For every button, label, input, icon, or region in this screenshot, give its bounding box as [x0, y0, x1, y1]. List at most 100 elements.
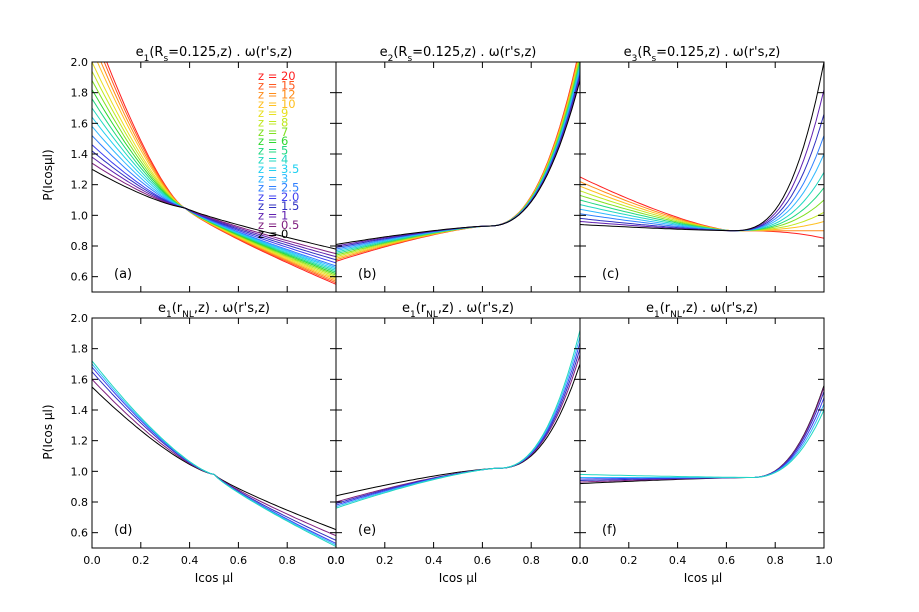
- series-line-a-13: [92, 144, 336, 264]
- y-tick-label-a-0: 0.6: [71, 271, 89, 284]
- series-line-e-0: [336, 363, 580, 497]
- legend-entry-7: z = 6: [258, 134, 288, 148]
- y-tick-label-d-5: 1.6: [71, 373, 89, 386]
- series-line-b-4: [336, 62, 580, 256]
- panel-tag-f: (f): [602, 523, 617, 538]
- panel-title-part: NL: [670, 310, 682, 320]
- panel-title-part: s: [651, 54, 656, 64]
- legend-entry-17: z = 0: [258, 227, 288, 241]
- x-tick-label-f-3: 0.6: [718, 554, 736, 567]
- panel-d: 0.0 0.2 0.4 0.6 0.8 0.0 0.6 0.8 1.0 1.2 1.4 1.6 1.8 2…: [71, 301, 345, 567]
- panel-tag-b: (b): [358, 267, 376, 282]
- panel-series-d: [92, 360, 336, 547]
- panel-title-part: 1: [410, 310, 416, 320]
- panel-frame-c: [579, 61, 825, 293]
- panel-title-part: (r: [172, 301, 183, 316]
- series-line-b-10: [336, 77, 580, 247]
- panel-title-part: e: [158, 301, 166, 316]
- series-line-a-5: [92, 70, 336, 278]
- panel-grid: 0.60.81.01.21.41.61.82.0e1(Rs=0.125,z) .…: [71, 45, 833, 567]
- x-axis-label-2: Icos μl: [439, 571, 478, 585]
- panel-title-part: =0.125,z) . ω(r's,z): [168, 45, 292, 60]
- panel-title-part: e: [380, 45, 388, 60]
- panel-series-e: [336, 330, 580, 509]
- legend-entry-8: z = 5: [258, 143, 288, 157]
- series-line-b-6: [336, 64, 580, 253]
- y-tick-label-d-7: 2.0: [71, 312, 89, 325]
- series-line-f-3: [580, 397, 824, 480]
- legend-entry-12: z = 2.5: [258, 181, 299, 195]
- x-tick-label-d-0: 0.0: [83, 554, 101, 567]
- x-tick-label-d-2: 0.4: [181, 554, 199, 567]
- x-tick-label-e-5: 0.0: [571, 554, 589, 567]
- panel-title-part: e: [624, 45, 632, 60]
- series-line-e-3: [336, 342, 580, 506]
- x-tick-label-f-0: 0.0: [571, 554, 589, 567]
- series-line-a-3: [96, 62, 336, 281]
- x-tick-label-e-1: 0.2: [376, 554, 394, 567]
- panel-title-part: ,z) . ω(r's,z): [194, 301, 270, 316]
- panel-tag-a: (a): [114, 267, 132, 282]
- x-tick-label-f-2: 0.4: [669, 554, 687, 567]
- panel-c: e3(Rs=0.125,z) . ω(r's,z) (c): [579, 45, 825, 293]
- panel-title-part: 2: [388, 54, 394, 64]
- series-line-f-4: [580, 403, 824, 478]
- legend-entry-0: z = 20: [258, 69, 296, 83]
- legend-entry-11: z = 3: [258, 171, 288, 185]
- panel-series-a: [92, 62, 336, 285]
- panel-title-part: (R: [637, 45, 651, 60]
- panel-tag-c: (c): [602, 267, 619, 282]
- series-line-c-11: [580, 62, 824, 232]
- series-line-a-15: [92, 156, 336, 258]
- series-line-b-11: [336, 80, 580, 245]
- series-line-d-3: [92, 366, 336, 544]
- panel-title-part: 1: [144, 54, 150, 64]
- panel-title-part: NL: [426, 310, 438, 320]
- series-line-b-7: [336, 67, 580, 252]
- x-axis-label-3: Icos μl: [684, 571, 723, 585]
- y-tick-label-d-6: 1.8: [71, 343, 89, 356]
- x-tick-label-f-5: 1.0: [815, 554, 833, 567]
- panel-series-f: [580, 385, 824, 485]
- series-line-a-16: [92, 162, 336, 255]
- series-line-f-1: [580, 386, 824, 483]
- x-tick-label-f-4: 0.8: [766, 554, 784, 567]
- panel-title-part: s: [407, 54, 412, 64]
- legend-entry-1: z = 15: [258, 78, 296, 92]
- y-tick-label-a-3: 1.2: [71, 179, 89, 192]
- x-tick-label-e-4: 0.8: [522, 554, 540, 567]
- x-tick-label-d-4: 0.8: [278, 554, 296, 567]
- x-tick-label-f-1: 0.2: [620, 554, 638, 567]
- panel-title-part: =0.125,z) . ω(r's,z): [412, 45, 536, 60]
- series-line-f-5: [580, 409, 824, 479]
- series-line-d-5: [92, 360, 336, 547]
- panel-title-part: e: [136, 45, 144, 60]
- panel-title-part: 3: [632, 54, 638, 64]
- y-tick-label-d-3: 1.2: [71, 435, 89, 448]
- panel-a: 0.6 0.8 1.0 1.2 1.4 1.6 1.8 2.0 e1(Rs=0.125,z) .…: [71, 45, 337, 293]
- series-line-a-14: [92, 150, 336, 261]
- y-tick-label-d-2: 1.0: [71, 465, 89, 478]
- legend-entry-10: z = 3.5: [258, 162, 299, 176]
- legend-entry-13: z = 2.0: [258, 190, 299, 204]
- panel-f: 0.0 0.2 0.4 0.6 0.8 1.0 e1(rNL,z) . ω(r's,z) (f…: [571, 301, 833, 567]
- panel-b: e2(Rs=0.125,z) . ω(r's,z) (b): [335, 45, 581, 293]
- series-line-a-2: [100, 62, 336, 282]
- panel-title-part: e: [646, 301, 654, 316]
- series-line-a-17: [92, 168, 336, 250]
- series-line-f-0: [580, 385, 824, 485]
- series-line-d-4: [92, 363, 336, 546]
- series-line-a-0: [106, 62, 336, 285]
- panel-title-part: (R: [149, 45, 163, 60]
- panel-title-part: e: [402, 301, 410, 316]
- panel-title-a: e1(Rs=0.125,z) . ω(r's,z): [136, 45, 293, 64]
- panel-title-e: e1(rNL,z) . ω(r's,z): [402, 301, 514, 320]
- y-tick-label-a-2: 1.0: [71, 209, 89, 222]
- y-axis-label-top: P(Icosμl): [41, 149, 55, 200]
- panel-title-part: 1: [166, 310, 172, 320]
- legend-entry-6: z = 7: [258, 125, 288, 139]
- panel-title-part: NL: [182, 310, 194, 320]
- legend-entry-15: z = 1: [258, 209, 288, 223]
- x-tick-label-e-2: 0.4: [425, 554, 443, 567]
